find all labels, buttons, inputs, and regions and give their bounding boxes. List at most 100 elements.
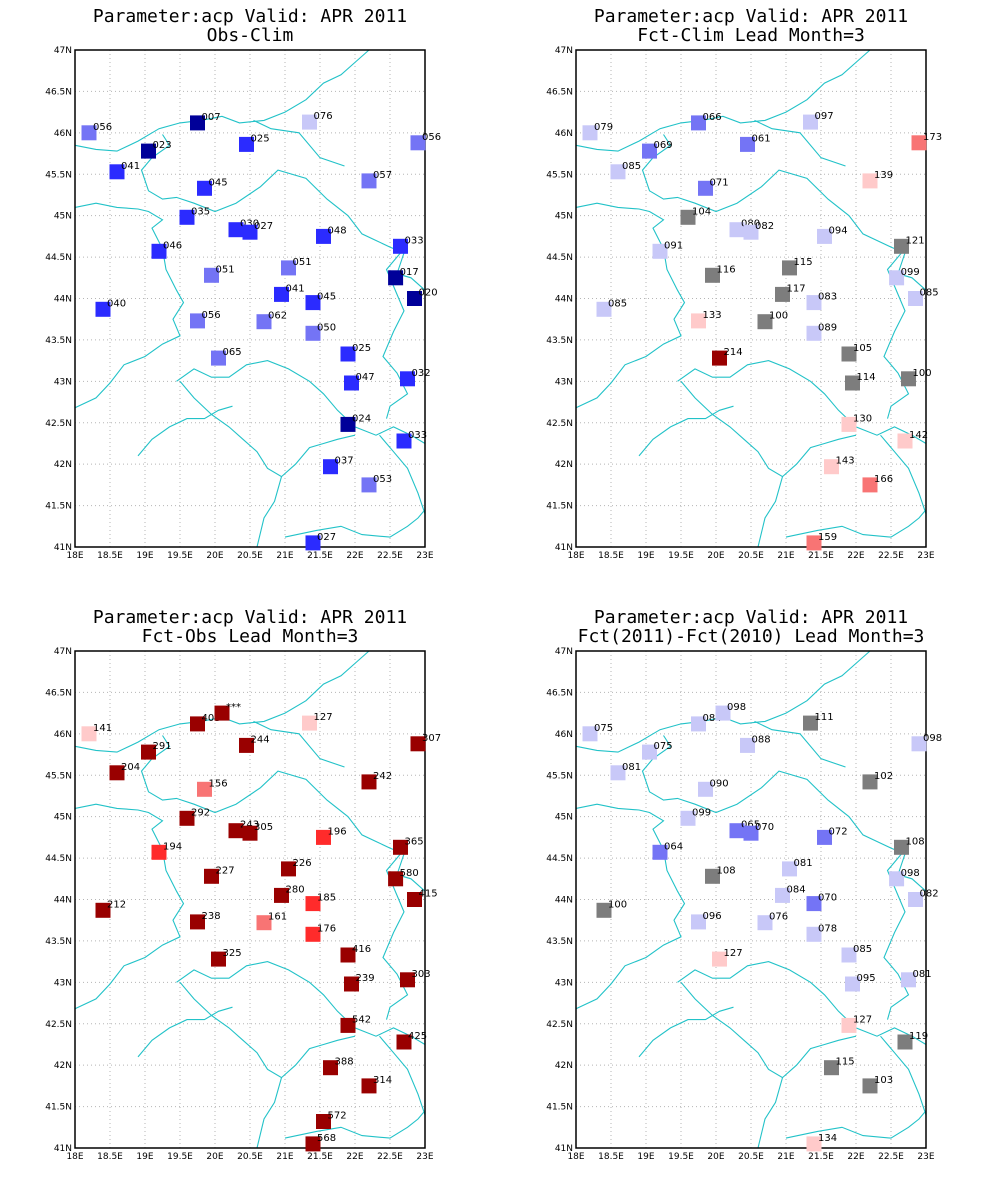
border-line <box>253 720 345 768</box>
lat-tick-label: 42.5N <box>546 419 573 429</box>
lat-tick-label: 45.5N <box>546 771 573 781</box>
lat-tick-label: 44.5N <box>546 854 573 864</box>
station-marker <box>712 951 727 967</box>
station-marker <box>908 892 923 907</box>
lat-tick-label: 42.5N <box>546 1020 573 1030</box>
station-value-label: 027 <box>317 532 336 543</box>
station-value-label: 072 <box>829 826 848 837</box>
station-marker <box>388 270 404 286</box>
border-line <box>638 1006 734 1058</box>
station-marker <box>705 267 720 283</box>
station-value-label: 075 <box>654 741 673 752</box>
station-marker <box>698 781 713 797</box>
station-marker <box>316 829 331 845</box>
station-marker <box>400 972 415 988</box>
station-value-label: 037 <box>335 456 354 467</box>
border-line <box>253 119 345 167</box>
station-value-label: 103 <box>874 1075 893 1086</box>
lon-tick-label: 20.5E <box>738 1152 764 1162</box>
station-value-label: 066 <box>703 112 722 123</box>
lon-tick-label: 22.5E <box>377 551 403 561</box>
station-value-label: 100 <box>913 368 932 379</box>
station-marker <box>841 416 857 432</box>
lat-tick-label: 45N <box>54 813 72 823</box>
station-value-label: 081 <box>913 969 932 980</box>
station-marker <box>400 371 415 387</box>
station-marker <box>281 861 296 877</box>
lon-tick-label: 18.5E <box>598 1152 624 1162</box>
station-value-label: 065 <box>741 820 760 831</box>
station-value-label: 076 <box>314 111 333 122</box>
lon-tick-label: 20.5E <box>237 551 263 561</box>
map-frame <box>575 49 927 548</box>
station-value-label: 025 <box>352 343 371 354</box>
lat-tick-label: 46N <box>555 730 573 740</box>
border-line <box>754 720 846 768</box>
lat-tick-label: 45.5N <box>45 170 72 180</box>
lon-tick-label: 18.5E <box>598 551 624 561</box>
station-value-label: 075 <box>594 723 613 734</box>
station-value-label: 142 <box>909 430 928 441</box>
station-value-label: 415 <box>419 889 438 900</box>
lon-tick-label: 18E <box>66 551 83 561</box>
station-marker <box>151 844 167 860</box>
lon-tick-label: 21.5E <box>307 1152 333 1162</box>
station-value-label: 425 <box>408 1031 427 1042</box>
station-value-label: 047 <box>356 372 375 383</box>
station-marker <box>393 839 408 855</box>
lon-tick-label: 18E <box>66 1152 83 1162</box>
station-marker <box>806 896 822 912</box>
station-marker <box>274 286 289 302</box>
station-value-label: 051 <box>216 264 235 275</box>
station-marker <box>582 125 598 141</box>
station-value-label: 117 <box>787 283 806 294</box>
station-marker <box>642 143 657 159</box>
station-marker <box>305 896 321 912</box>
lat-tick-label: 42N <box>54 460 72 470</box>
station-marker <box>680 209 696 225</box>
station-marker <box>239 136 254 152</box>
station-marker <box>340 416 356 432</box>
station-value-label: 090 <box>710 778 729 789</box>
station-marker <box>410 135 426 151</box>
border-line <box>575 650 871 753</box>
station-marker <box>109 164 125 180</box>
station-value-label: 133 <box>703 310 722 321</box>
lat-tick-label: 46.5N <box>546 688 573 698</box>
axis-tick-labels: 18E 18.5E 19E 19.5E 20E 20.5E 21E 21.5E 22E 22.5E… <box>546 46 935 561</box>
station-marker <box>239 737 254 753</box>
station-marker <box>901 371 916 387</box>
lon-tick-label: 19.5E <box>668 1152 694 1162</box>
station-marker <box>340 947 356 963</box>
lon-tick-label: 18E <box>567 1152 584 1162</box>
station-marker <box>256 314 272 330</box>
station-value-label: 100 <box>608 899 627 910</box>
lat-tick-label: 41N <box>555 1144 573 1154</box>
border-line <box>256 476 283 548</box>
station-marker <box>361 477 377 493</box>
station-marker <box>652 243 668 259</box>
station-value-label: 051 <box>293 257 312 268</box>
station-value-label: 035 <box>191 206 210 217</box>
station-value-label: 071 <box>710 177 729 188</box>
border-line <box>757 476 784 548</box>
station-value-label: 292 <box>191 807 210 818</box>
station-value-label: 403 <box>202 713 221 724</box>
station-value-label: 226 <box>293 858 312 869</box>
station-marker <box>179 209 195 225</box>
lat-tick-label: 41.5N <box>45 502 72 512</box>
station-marker <box>141 143 156 159</box>
lat-tick-label: 46N <box>555 129 573 139</box>
panel-title-line1: Parameter:acp Valid: APR 2011 <box>594 607 908 628</box>
station-marker <box>691 716 706 732</box>
station-marker <box>841 947 857 963</box>
station-marker <box>316 228 331 244</box>
lon-tick-label: 20.5E <box>237 1152 263 1162</box>
station-marker <box>81 726 97 742</box>
lat-tick-label: 43N <box>555 978 573 988</box>
station-marker <box>204 267 219 283</box>
border-line <box>379 434 426 515</box>
station-marker <box>841 346 857 362</box>
